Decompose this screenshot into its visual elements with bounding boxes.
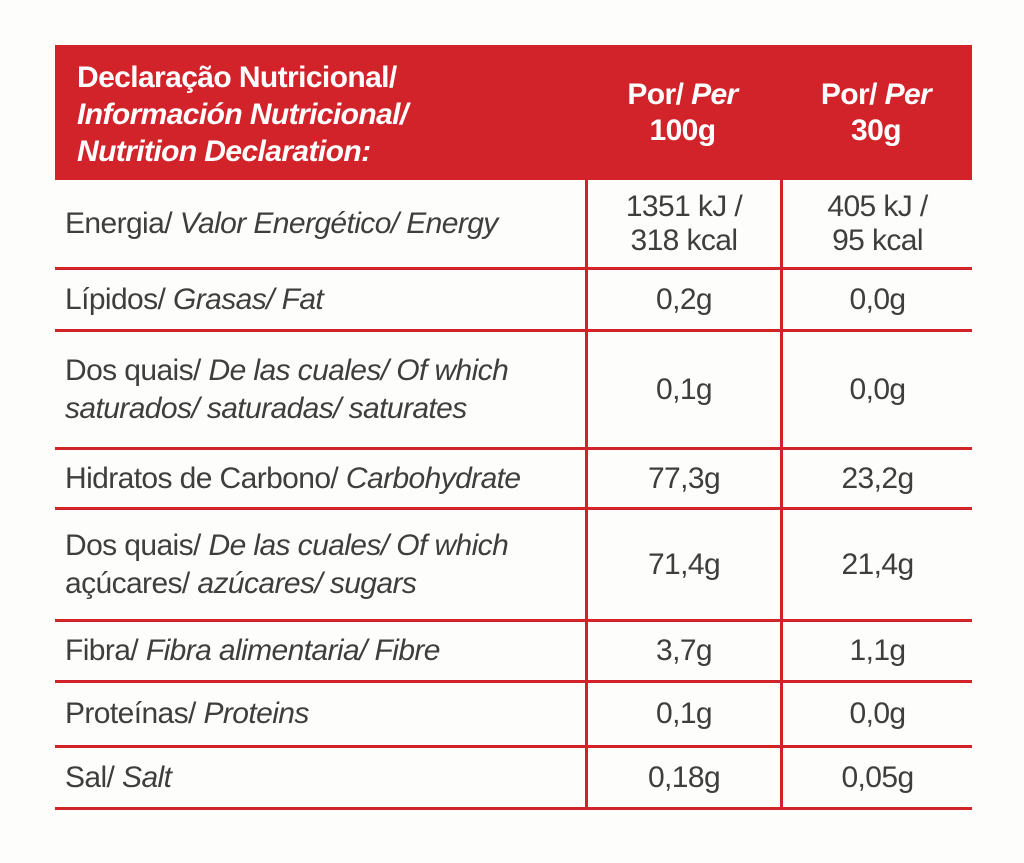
- per-100g-column-header: Por/ Per 100g: [585, 45, 780, 180]
- salt-per-30g-value: 0,05g: [780, 748, 972, 807]
- fibre-per-30g-value: 1,1g: [780, 622, 972, 680]
- carbohydrate-per-100g-value: 77,3g: [585, 450, 780, 507]
- table-row-saturates: Dos quais/ De las cuales/ Of which satur…: [55, 332, 972, 450]
- protein-per-100g-value: 0,1g: [585, 683, 780, 745]
- nutrition-table: Declaração Nutricional/ Información Nutr…: [55, 45, 972, 810]
- title-line-pt: Declaração Nutricional/: [77, 61, 397, 94]
- table-row-carbohydrate: Hidratos de Carbono/ Carbohydrate 77,3g …: [55, 450, 972, 510]
- row-label-protein: Proteínas/ Proteins: [65, 697, 309, 730]
- protein-per-30g-value: 0,0g: [780, 683, 972, 745]
- saturates-per-100g-value: 0,1g: [585, 332, 780, 447]
- sugars-per-100g-value: 71,4g: [585, 510, 780, 619]
- row-label-energy: Energia/ Valor Energético/ Energy: [65, 206, 498, 240]
- per-100g-header-amount: 100g: [649, 113, 717, 147]
- fibre-per-100g-value: 3,7g: [585, 622, 780, 680]
- row-label-saturates: Dos quais/ De las cuales/ Of which satur…: [65, 353, 509, 425]
- table-title: Declaração Nutricional/ Información Nutr…: [55, 45, 585, 180]
- energy-per-30g-value: 405 kJ / 95 kcal: [780, 180, 972, 267]
- fat-per-100g-value: 0,2g: [585, 270, 780, 329]
- row-label-salt: Sal/ Salt: [65, 760, 172, 794]
- title-line-en: Nutrition Declaration:: [77, 135, 371, 168]
- table-row-fibre: Fibra/ Fibra alimentaria/ Fibre 3,7g 1,1…: [55, 622, 972, 683]
- row-label-fat: Lípidos/ Grasas/ Fat: [65, 282, 324, 316]
- saturates-per-30g-value: 0,0g: [780, 332, 972, 447]
- per-30g-header-line1: Por/ Per: [820, 77, 932, 111]
- energy-per-100g-value: 1351 kJ / 318 kcal: [585, 180, 780, 267]
- table-row-sugars: Dos quais/ De las cuales/ Of which açúca…: [55, 510, 972, 622]
- sugars-per-30g-value: 21,4g: [780, 510, 972, 619]
- title-line-es: Información Nutricional/: [77, 98, 408, 131]
- per-30g-column-header: Por/ Per 30g: [780, 45, 972, 180]
- carbohydrate-per-30g-value: 23,2g: [780, 450, 972, 507]
- fat-per-30g-value: 0,0g: [780, 270, 972, 329]
- table-row-fat: Lípidos/ Grasas/ Fat 0,2g 0,0g: [55, 270, 972, 332]
- table-row-energy: Energia/ Valor Energético/ Energy 1351 k…: [55, 180, 972, 270]
- per-100g-header-line1: Por/ Per: [627, 77, 738, 111]
- row-label-carbohydrate: Hidratos de Carbono/ Carbohydrate: [65, 461, 521, 495]
- table-row-salt: Sal/ Salt 0,18g 0,05g: [55, 748, 972, 810]
- per-30g-header-amount: 30g: [851, 113, 902, 147]
- salt-per-100g-value: 0,18g: [585, 748, 780, 807]
- table-header: Declaração Nutricional/ Información Nutr…: [55, 45, 972, 180]
- row-label-sugars: Dos quais/ De las cuales/ Of which açúca…: [65, 528, 509, 600]
- row-label-fibre: Fibra/ Fibra alimentaria/ Fibre: [65, 634, 440, 667]
- table-row-protein: Proteínas/ Proteins 0,1g 0,0g: [55, 683, 972, 748]
